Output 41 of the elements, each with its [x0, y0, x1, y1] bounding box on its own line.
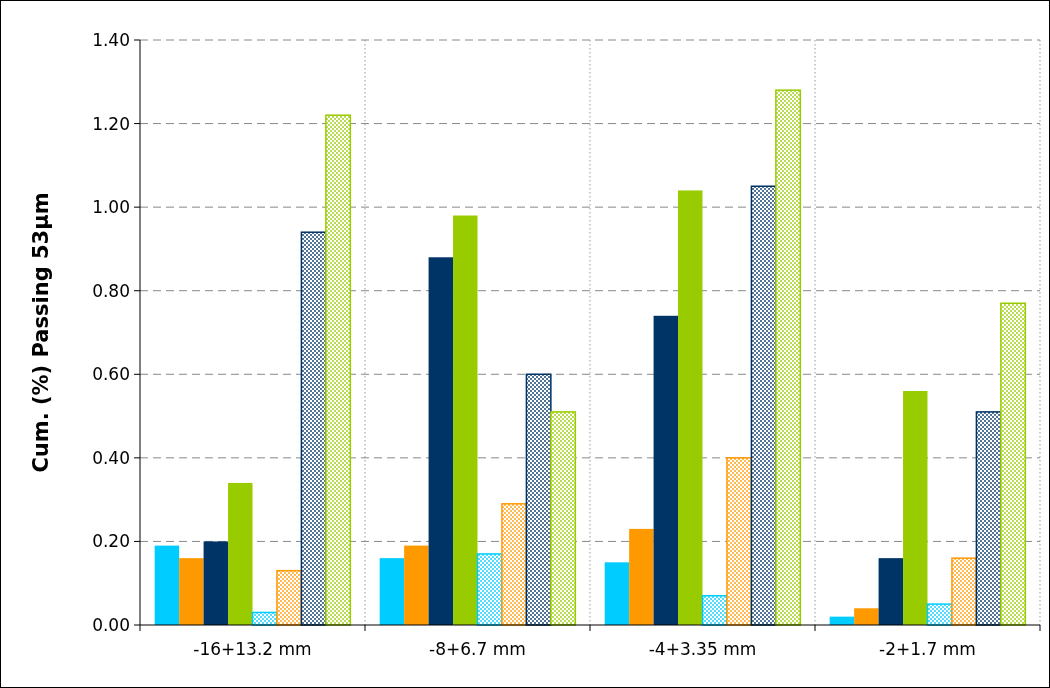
bar	[228, 482, 253, 625]
bar	[276, 569, 303, 626]
bar	[854, 608, 879, 625]
bar	[775, 89, 802, 626]
y-tick-label: 1.20	[92, 113, 130, 134]
bar	[550, 411, 577, 626]
y-tick-label: 1.40	[92, 29, 130, 50]
bar	[525, 373, 552, 626]
bar	[300, 231, 327, 626]
bar	[878, 558, 904, 625]
bar	[179, 558, 204, 625]
y-tick-label: 1.00	[92, 197, 130, 218]
bar	[629, 528, 654, 625]
x-tick-label: -16+13.2 mm	[193, 639, 312, 659]
bar	[604, 562, 630, 625]
bar	[975, 411, 1002, 626]
bar	[428, 257, 454, 625]
x-tick-label: -8+6.7 mm	[429, 639, 526, 659]
bar	[404, 545, 429, 625]
bar	[678, 190, 703, 625]
x-tick-label: -2+1.7 mm	[879, 639, 976, 659]
bar	[750, 185, 777, 626]
bar	[325, 114, 352, 626]
y-tick-label: 0.00	[92, 614, 130, 635]
bar	[379, 558, 405, 625]
bar	[501, 503, 528, 626]
bar	[476, 553, 503, 626]
bar	[154, 545, 180, 625]
bar	[453, 215, 478, 625]
bar	[951, 557, 978, 626]
bar	[1000, 302, 1027, 626]
bar	[726, 457, 753, 626]
y-axis-title: Cum. (%) Passing 53µm	[29, 192, 53, 473]
y-tick-label: 0.20	[92, 531, 130, 552]
y-tick-label: 0.80	[92, 280, 130, 301]
x-tick-label: -4+3.35 mm	[648, 639, 757, 659]
y-tick-label: 0.60	[92, 364, 130, 385]
bar	[653, 315, 679, 625]
bar	[903, 391, 928, 625]
y-tick-label: 0.40	[92, 447, 130, 468]
bar	[203, 541, 229, 625]
